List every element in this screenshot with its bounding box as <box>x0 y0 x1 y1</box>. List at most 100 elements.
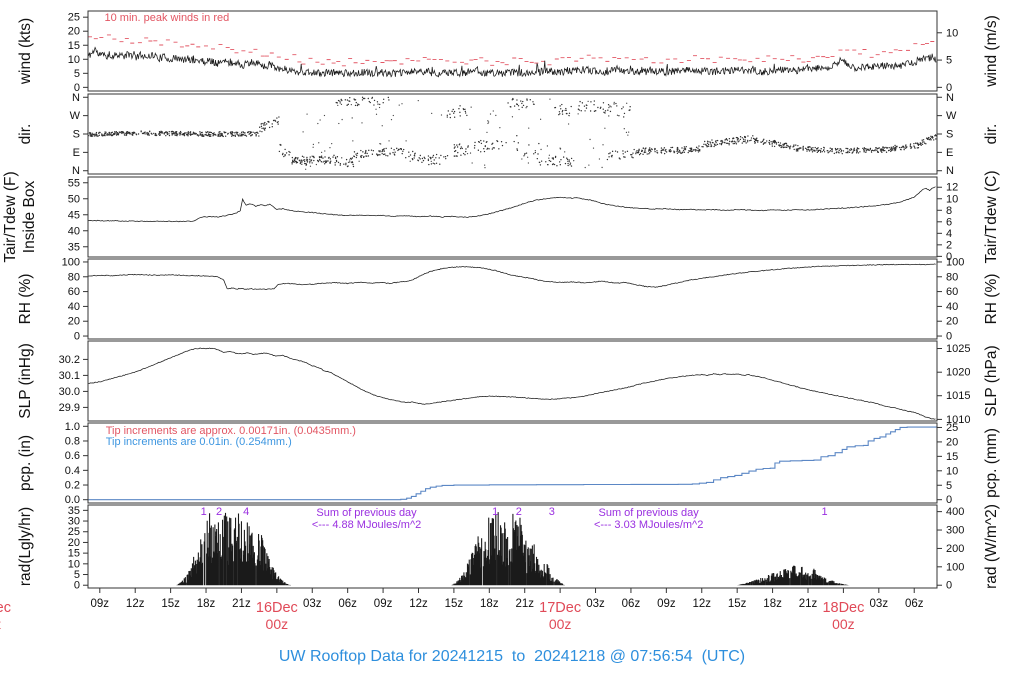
x-tick-label: 03z <box>303 598 322 610</box>
x-tick-label: 09z <box>374 598 393 610</box>
y-tick-label: 10 <box>946 193 958 205</box>
y-tick-label: 30.2 <box>59 354 80 366</box>
x-tick-label: 06z <box>905 598 924 610</box>
y-tick-label: 60 <box>68 286 80 298</box>
y-tick-label: 5 <box>946 480 952 492</box>
y-tick-label: 35 <box>68 505 80 517</box>
y-tick-label: 200 <box>946 543 964 555</box>
wind-direction-dots <box>87 96 938 168</box>
x-tick-label: 09z <box>657 598 676 610</box>
y-tick-label: 55 <box>68 177 80 189</box>
x-tick-label: 03z <box>870 598 889 610</box>
y-tick-label: 12 <box>946 182 958 194</box>
y-tick-label: 15 <box>946 451 958 463</box>
x-date-label: 16Dec <box>256 600 298 616</box>
y-tick-label: 1020 <box>946 367 970 379</box>
y-tick-label: 15 <box>68 40 80 52</box>
pcp-panel-frame <box>87 422 938 504</box>
y-tick-label: 0 <box>74 82 80 94</box>
x-tick-label: 21z <box>232 598 251 610</box>
x-tick-label: 12z <box>692 598 711 610</box>
y-tick-label: 0.8 <box>65 435 80 447</box>
chart-title: UW Rooftop Data for 20241215 to 20241218… <box>278 648 746 665</box>
y-tick-label: 1025 <box>946 343 970 355</box>
y-tick-label: 45 <box>68 209 80 221</box>
rad-annotation: 1 <box>201 506 207 518</box>
pcp-annotation: Tip increments are 0.01in. (0.254mm.) <box>106 436 292 448</box>
y-tick-label: 100 <box>946 256 964 268</box>
solar-radiation-bars <box>451 512 565 586</box>
y-tick-label: 10 <box>68 54 80 66</box>
rh-line <box>87 263 936 290</box>
y-tick-label: 4 <box>946 228 952 240</box>
y-tick-label: E <box>73 147 80 159</box>
axis-label-right: pcp. (mm) <box>983 428 1000 498</box>
x-tick-label: 15z <box>728 598 747 610</box>
y-tick-label: 35 <box>68 241 80 253</box>
y-tick-label: 1015 <box>946 390 970 402</box>
y-tick-label: W <box>70 110 81 122</box>
y-tick-label: 40 <box>946 301 958 313</box>
y-tick-label: 0 <box>946 82 952 94</box>
y-tick-label: 25 <box>946 422 958 434</box>
y-tick-label: 1010 <box>946 414 970 426</box>
y-tick-label: 10 <box>946 27 958 39</box>
axis-label-left: pcp. (in) <box>17 435 34 491</box>
y-tick-label: 15 <box>68 548 80 560</box>
axis-label-right: dir. <box>983 124 1000 145</box>
x-date-label: 00z <box>549 616 572 632</box>
x-tick-label: 06z <box>622 598 641 610</box>
y-tick-label: N <box>946 92 954 104</box>
y-tick-label: W <box>946 110 957 122</box>
x-date-label: 17Dec <box>539 600 581 616</box>
x-date-label-cutoff: 15Dec <box>0 600 11 616</box>
y-tick-label: 0.0 <box>65 494 80 506</box>
x-tick-label: 09z <box>91 598 110 610</box>
x-date-label: 00z <box>266 616 289 632</box>
x-date-label: 18Dec <box>822 600 864 616</box>
y-tick-label: 300 <box>946 525 964 537</box>
y-tick-label: 1.0 <box>65 421 80 433</box>
axis-label-right: rad (W/m^2) <box>983 504 1000 589</box>
x-tick-label: 12z <box>126 598 145 610</box>
x-tick-label: 18z <box>197 598 216 610</box>
y-tick-label: 20 <box>946 436 958 448</box>
axis-label-left: Inside Box <box>21 181 38 254</box>
y-tick-label: N <box>946 165 954 177</box>
y-tick-label: E <box>946 147 953 159</box>
y-tick-label: S <box>946 129 953 141</box>
rad-annotation: 4 <box>243 506 249 518</box>
rad-annotation: 1 <box>821 506 827 518</box>
axis-label-left: RH (%) <box>17 274 34 325</box>
slp-line <box>87 347 936 420</box>
y-tick-label: 40 <box>68 225 80 237</box>
y-tick-label: 100 <box>946 561 964 573</box>
y-tick-label: 10 <box>68 558 80 570</box>
rad-annotation: Sum of previous day <box>316 507 417 519</box>
y-tick-label: 8 <box>946 205 952 217</box>
rad-annotation: 1 <box>492 506 498 518</box>
y-tick-label: N <box>72 165 80 177</box>
y-tick-label: 2 <box>946 239 952 251</box>
x-tick-label: 18z <box>480 598 499 610</box>
y-tick-label: 80 <box>946 271 958 283</box>
y-tick-label: 40 <box>68 301 80 313</box>
y-tick-label: 5 <box>946 55 952 67</box>
rad-panel-frame <box>87 504 938 589</box>
x-date-label-cutoff: 00z <box>0 616 1 632</box>
wind-annotation: 10 min. peak winds in red <box>105 12 230 24</box>
rad-annotation: 2 <box>516 506 522 518</box>
slp-panel-frame <box>87 340 938 422</box>
tair_tdew-line <box>87 186 936 223</box>
y-tick-label: 0 <box>74 331 80 343</box>
axis-label-right: SLP (hPa) <box>983 345 1000 416</box>
y-tick-label: 20 <box>68 537 80 549</box>
axis-label-right: Tair/Tdew (C) <box>983 170 1000 263</box>
axis-label-left: rad(Lgly/hr) <box>17 507 34 586</box>
tair_tdew-panel-frame <box>87 176 938 258</box>
wind-direction-scatter-dots <box>302 98 630 170</box>
axis-label-left: SLP (inHg) <box>17 343 34 419</box>
y-tick-label: S <box>73 129 80 141</box>
x-tick-label: 03z <box>586 598 605 610</box>
